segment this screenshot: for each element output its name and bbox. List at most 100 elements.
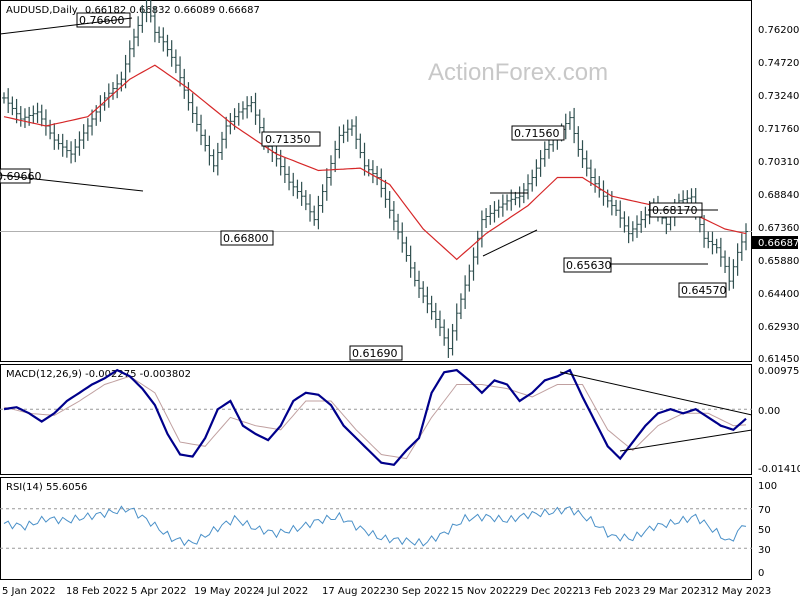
price-bar [64,139,69,158]
level-annotation-8: 0.64570 [678,282,727,298]
macd-header: MACD(12,26,9) -0.002275 -0.003802 [6,369,191,380]
price-bar [194,106,199,132]
trendlines [0,17,753,452]
price-bar [6,88,11,113]
price-bar [576,126,581,157]
price-bar [253,92,258,125]
macd-y-tick-label: 0.00 [758,406,780,417]
price-bar [458,293,463,320]
price-bar [60,133,65,157]
price-bar [207,135,212,166]
price-bar [391,201,396,231]
price-bar [442,319,447,346]
price-bar [412,261,417,287]
x-tick-label: 15 Nov 2022 [451,586,515,597]
annotation-label: 0.64570 [681,284,727,297]
price-bar [35,102,40,123]
price-bar [467,264,472,292]
price-bar [496,199,501,218]
price-bar [186,82,191,111]
price-bar [341,124,346,144]
price-bar [538,150,543,177]
price-bar [90,109,95,136]
annotation-box [511,125,565,141]
price-bar [140,5,145,33]
price-bar [731,259,736,289]
price-bar [463,275,468,309]
price-bar [710,231,715,255]
price-bar [450,323,455,356]
price-bar [324,168,329,201]
price-bar [567,111,572,130]
price-bar [152,6,157,43]
price-bar [542,141,547,167]
trendline [0,174,144,192]
rsi-y-tick-label: 70 [758,505,771,516]
annotation-label: 0.66800 [223,232,269,245]
x-tick-label: 13 Feb 2023 [578,586,640,597]
price-bar [224,116,229,149]
price-bar [618,200,623,228]
level-annotation-4: 0.61690 [349,345,403,361]
price-plot [0,0,752,358]
price-bar [739,233,744,261]
price-header: AUDUSD,Daily 0.66182 0.66832 0.66089 0.6… [6,5,260,16]
trendline [482,229,538,257]
price-bar [446,328,451,358]
price-bar [454,303,459,341]
price-bar [136,16,141,47]
symbol-label: AUDUSD,Daily [6,5,78,16]
price-bar [609,191,614,216]
price-bar [349,119,354,136]
price-bar [488,204,493,225]
price-bar [10,96,15,116]
x-tick-label: 12 May 2023 [706,586,771,597]
level-annotation-7: 0.65630 [563,257,612,273]
price-bar [148,0,153,23]
price-bar [718,237,723,267]
annotation-box [349,345,403,361]
macd-y-tick-label: 0.009751 [758,366,800,377]
annotation-label: 0.76600 [79,14,125,27]
macd-trendline [559,371,753,416]
price-bar [52,123,57,150]
x-tick-label: 29 Dec 2022 [515,586,579,597]
y-tick-label: 0.65880 [758,256,799,267]
annotation-box [563,257,612,273]
price-bar [400,222,405,253]
price-bar [379,168,384,198]
macd-line [3,368,747,466]
price-bar [240,101,245,120]
price-bar [291,172,296,197]
price-bar [22,108,27,128]
y-tick-label: 0.67360 [758,223,799,234]
moving-average-line [3,64,747,261]
price-bar [257,109,262,134]
annotation-label: 0.71560 [514,127,560,140]
rsi-panel-frame [0,477,752,580]
price-bar [39,104,44,127]
rsi-y-tick-label: 100 [758,481,777,492]
price-bar [580,140,585,168]
price-bar [127,40,132,73]
price-bar [639,211,644,233]
price-bar [77,131,82,156]
price-bar [433,302,438,329]
price-bar [203,129,208,152]
price-bar [299,181,304,206]
price-bar [437,310,442,337]
price-bar [354,116,359,150]
price-bar [513,191,518,206]
annotation-label: 0.65630 [566,259,612,272]
price-bar [173,49,178,74]
x-tick-label: 5 Jan 2022 [2,586,56,597]
price-bar [727,256,732,291]
price-bar [534,159,539,187]
price-bar [308,194,313,222]
price-y-axis: 0.76200 0.74720 0.73240 0.71760 0.70310 … [758,25,799,365]
price-bar [2,92,6,104]
price-bar [429,295,434,320]
price-bar [337,126,342,159]
price-bar [312,205,317,226]
